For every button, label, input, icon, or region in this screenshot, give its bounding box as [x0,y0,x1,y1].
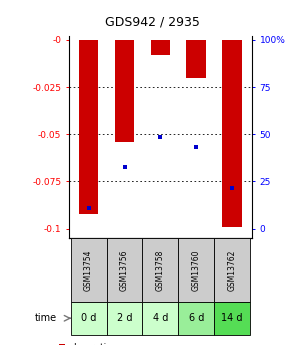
Text: GSM13762: GSM13762 [228,249,237,290]
Bar [142,302,178,335]
Bar [178,238,214,302]
Bar [214,238,250,302]
Text: GSM13756: GSM13756 [120,249,129,291]
Bar [214,302,250,335]
Text: log ratio: log ratio [74,343,112,345]
Bar [142,238,178,302]
Bar [178,302,214,335]
Text: 14 d: 14 d [222,313,243,323]
Text: 0 d: 0 d [81,313,96,323]
Bar [115,40,134,142]
Text: 2 d: 2 d [117,313,132,323]
Text: GSM13758: GSM13758 [156,249,165,290]
Bar [107,302,142,335]
Text: GSM13754: GSM13754 [84,249,93,291]
Bar [79,40,98,214]
Bar [71,302,107,335]
Text: 4 d: 4 d [153,313,168,323]
Bar [186,40,206,78]
Bar [71,238,107,302]
Bar [107,238,142,302]
Text: GDS942 / 2935: GDS942 / 2935 [105,16,200,29]
Bar [151,40,170,55]
Text: time: time [35,313,57,323]
Text: GSM13760: GSM13760 [192,249,201,291]
Bar [222,40,242,227]
Text: 6 d: 6 d [189,313,204,323]
